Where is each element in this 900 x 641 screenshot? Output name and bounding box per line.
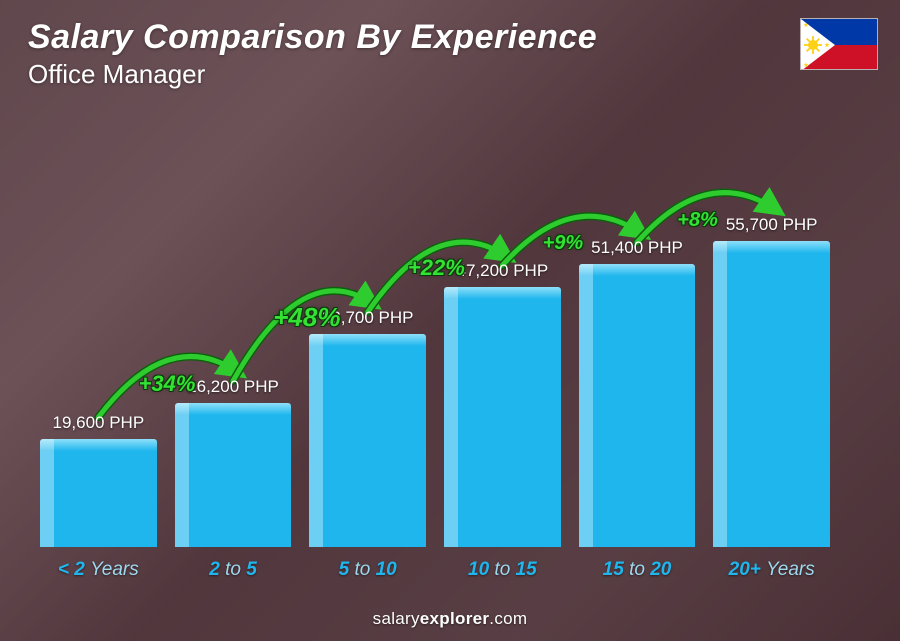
bar-4: 51,400 PHP	[579, 238, 696, 547]
bar-rect	[713, 241, 830, 547]
x-label-1: 2 to 5	[175, 559, 292, 581]
bar-value-label: 19,600 PHP	[52, 413, 144, 433]
x-axis-labels: < 2 Years 2 to 5 5 to 10 10 to 15 15 to 20 20…	[40, 559, 830, 581]
bar-value-label: 26,200 PHP	[187, 377, 279, 397]
bar-3: 47,200 PHP	[444, 261, 561, 547]
footer-suffix: .com	[489, 609, 527, 628]
x-label-0: < 2 Years	[40, 559, 157, 581]
bar-value-label: 47,200 PHP	[457, 261, 549, 281]
footer-attribution: salaryexplorer.com	[0, 609, 900, 629]
flag-icon	[800, 18, 878, 70]
chart-title: Salary Comparison By Experience	[28, 18, 597, 57]
footer-light: salary	[373, 609, 420, 628]
bar-rect	[40, 439, 157, 547]
footer-bold: explorer	[420, 609, 490, 628]
header: Salary Comparison By Experience Office M…	[28, 18, 597, 90]
x-label-4: 15 to 20	[579, 559, 696, 581]
chart-area: 19,600 PHP 26,200 PHP 38,700 PHP 47,200 PHP…	[40, 150, 830, 581]
x-label-3: 10 to 15	[444, 559, 561, 581]
bar-0: 19,600 PHP	[40, 413, 157, 547]
increase-badge-3: +9%	[543, 232, 584, 255]
chart-subtitle: Office Manager	[28, 59, 597, 90]
bar-2: 38,700 PHP	[309, 308, 426, 547]
increase-badge-4: +8%	[677, 209, 718, 232]
bar-1: 26,200 PHP	[175, 377, 292, 547]
bar-5: 55,700 PHP	[713, 215, 830, 547]
increase-badge-1: +48%	[273, 302, 340, 333]
x-label-2: 5 to 10	[309, 559, 426, 581]
bar-rect	[309, 334, 426, 547]
bar-rect	[444, 287, 561, 547]
x-label-5: 20+ Years	[713, 559, 830, 581]
bar-rect	[175, 403, 292, 547]
infographic-root: Salary Comparison By Experience Office M…	[0, 0, 900, 641]
increase-badge-2: +22%	[408, 255, 465, 281]
bar-value-label: 51,400 PHP	[591, 238, 683, 258]
bar-value-label: 55,700 PHP	[726, 215, 818, 235]
bar-rect	[579, 264, 696, 547]
increase-badge-0: +34%	[139, 371, 196, 397]
